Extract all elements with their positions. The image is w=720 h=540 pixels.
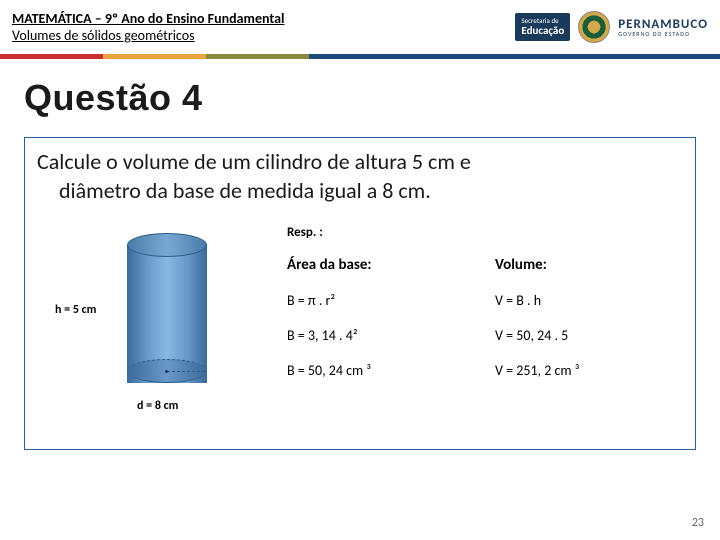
question-text: Calcule o volume de um cilindro de altur… xyxy=(37,148,683,205)
question-line2: diâmetro da base de medida igual a 8 cm. xyxy=(37,177,683,206)
area-header: Área da base: xyxy=(287,256,475,274)
brand-main: PERNAMBUCO xyxy=(618,18,708,31)
response-label: Resp. : xyxy=(287,225,683,240)
base-result: B = 50, 24 cm ³ xyxy=(287,362,475,379)
header-right: Secretaria de Educação PERNAMBUCO GOVERN… xyxy=(515,11,708,43)
question-line1: Calcule o volume de um cilindro de altur… xyxy=(37,148,471,175)
color-segment-olive xyxy=(206,54,309,59)
course-subtitle: Volumes de sólidos geométricos xyxy=(12,27,515,44)
base-step: B = 3, 14 . 4² xyxy=(287,327,475,344)
secretaria-big: Educação xyxy=(521,25,564,37)
cylinder-radius-line xyxy=(167,371,205,372)
color-segment-red xyxy=(0,54,103,59)
header-left: MATEMÁTICA – 9º Ano do Ensino Fundamenta… xyxy=(12,10,515,44)
state-brand: PERNAMBUCO GOVERNO DO ESTADO xyxy=(618,18,708,37)
diameter-label: d = 8 cm xyxy=(137,399,178,413)
course-title: MATEMÁTICA – 9º Ano do Ensino Fundamenta… xyxy=(12,10,515,27)
color-segment-blue xyxy=(309,54,720,59)
slide-content: Questão 4 Calcule o volume de um cilindr… xyxy=(0,59,720,468)
state-seal-icon xyxy=(578,11,610,43)
secretaria-logo: Secretaria de Educação xyxy=(515,13,570,41)
base-formula: B = π . r² xyxy=(287,292,475,309)
volume-result: V = 251, 2 cm ³ xyxy=(495,362,683,379)
volume-header: Volume: xyxy=(495,256,683,274)
color-segment-orange xyxy=(103,54,206,59)
cylinder-shape xyxy=(127,233,207,383)
cylinder-diagram: h = 5 cm d = 8 cm xyxy=(37,221,267,431)
height-label: h = 5 cm xyxy=(55,303,96,317)
color-bar xyxy=(0,54,720,59)
answer-area: Resp. : Área da base: Volume: B = π . r²… xyxy=(287,221,683,431)
page-number: 23 xyxy=(692,516,704,530)
question-box: Calcule o volume de um cilindro de altur… xyxy=(24,137,696,450)
answer-grid: Área da base: Volume: B = π . r² V = B .… xyxy=(287,256,683,379)
volume-step: V = 50, 24 . 5 xyxy=(495,327,683,344)
volume-formula: V = B . h xyxy=(495,292,683,309)
question-number-title: Questão 4 xyxy=(24,77,696,119)
slide-header: MATEMÁTICA – 9º Ano do Ensino Fundamenta… xyxy=(0,0,720,54)
work-area: h = 5 cm d = 8 cm Resp. : Área da base: … xyxy=(37,221,683,431)
